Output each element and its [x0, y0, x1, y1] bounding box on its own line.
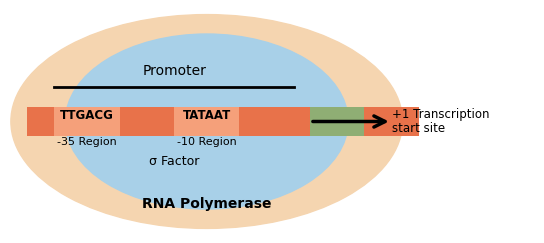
Bar [174, 107, 239, 136]
Ellipse shape [11, 15, 403, 228]
Text: TTGACG: TTGACG [60, 109, 114, 122]
Text: TATAAT: TATAAT [183, 109, 231, 122]
Bar [310, 107, 364, 136]
Text: +1 Transcription
start site: +1 Transcription start site [392, 107, 489, 136]
Text: Promoter: Promoter [142, 64, 206, 78]
Ellipse shape [65, 34, 348, 209]
Text: -10 Region: -10 Region [177, 137, 237, 147]
Text: σ Factor: σ Factor [149, 155, 199, 168]
FancyBboxPatch shape [27, 107, 419, 136]
Text: RNA Polymerase: RNA Polymerase [142, 197, 271, 211]
Text: -35 Region: -35 Region [57, 137, 117, 147]
Bar [54, 107, 120, 136]
